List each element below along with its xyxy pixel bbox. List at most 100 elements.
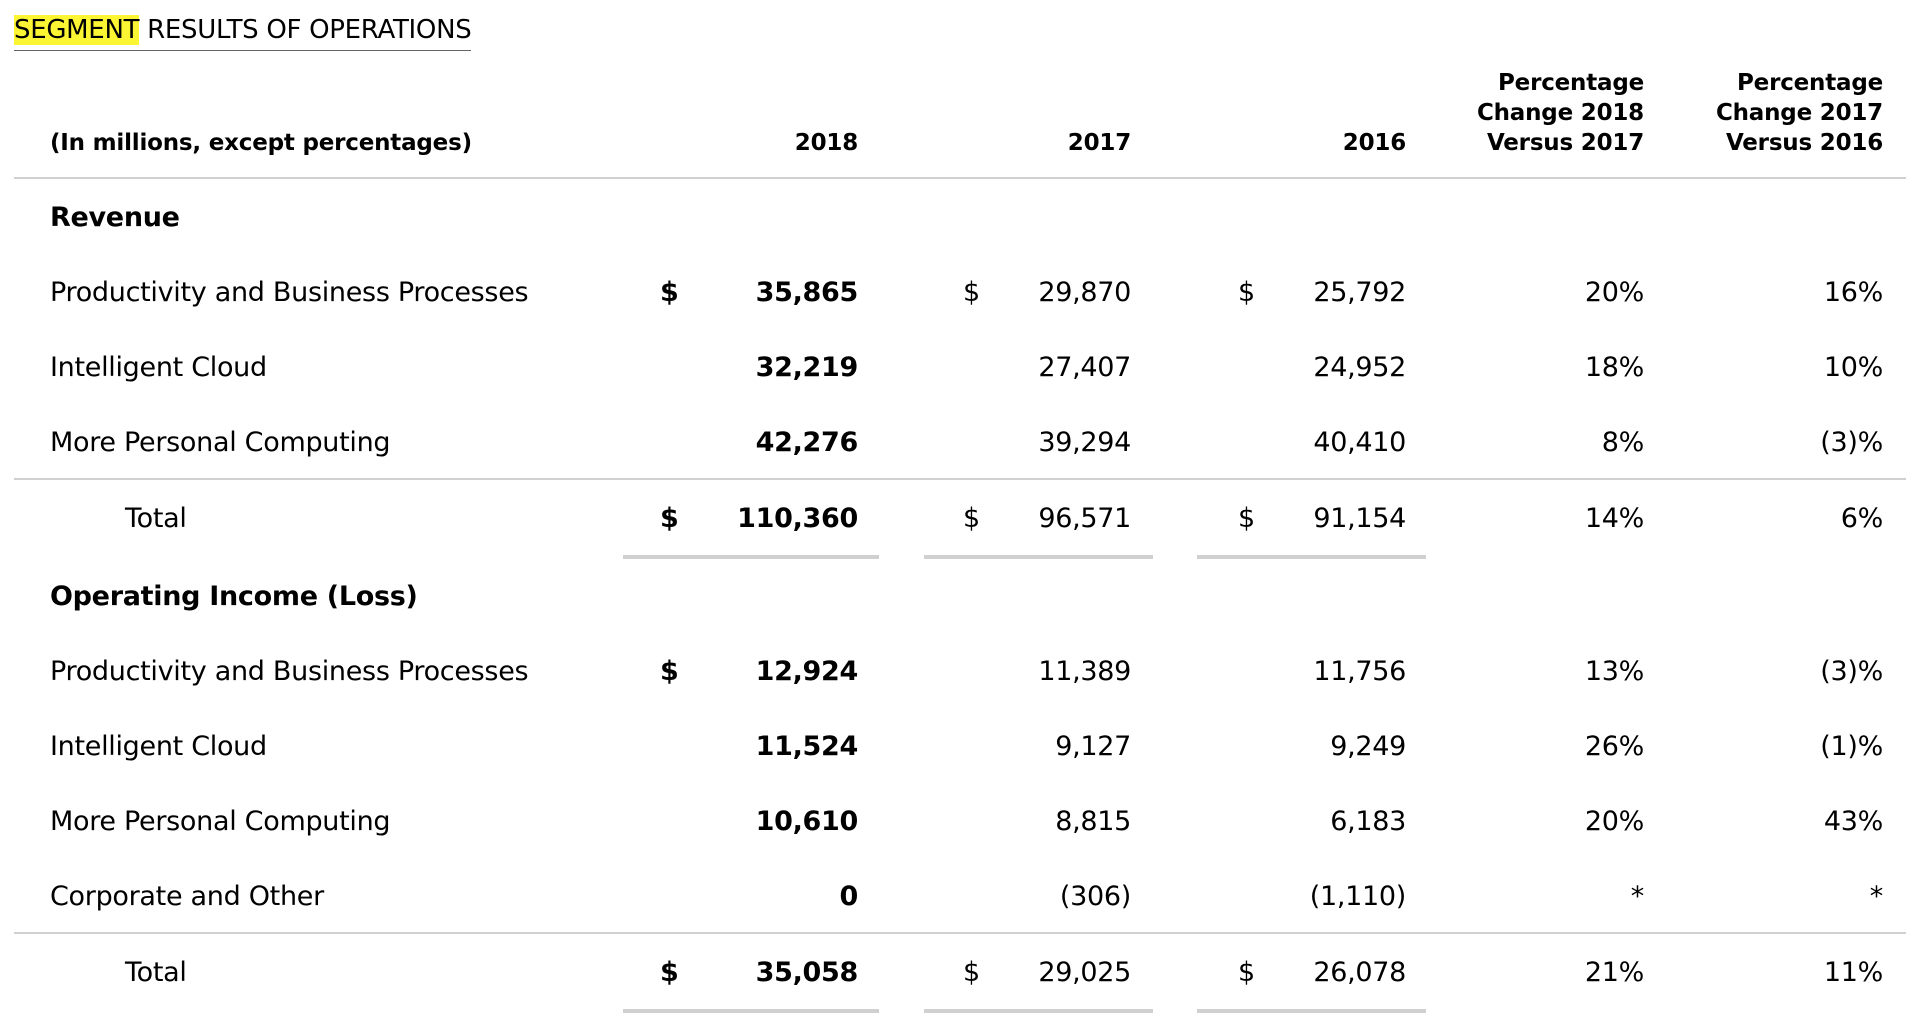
pct-change-2017: 10% [1823,352,1883,383]
table-row: More Personal Computing 42,276 39,294 40… [0,418,1920,468]
header-line: Change 2018 [1476,100,1644,126]
pct-change-2017: * [1869,881,1884,912]
value-2018: 42,276 [755,427,859,458]
column-header-2016: 2016 [1342,130,1406,156]
row-divider [14,932,1906,934]
units-header: (In millions, except percentages) [50,130,472,156]
value-2016: 6,183 [1330,806,1406,837]
value-2017: 8,815 [1055,806,1131,837]
column-header-pct-change-2017: Percentage Change 2017 Versus 2016 [1716,68,1883,158]
header-line: Versus 2016 [1725,130,1883,156]
section-header-operating-income: Operating Income (Loss) [0,572,1920,622]
pct-change-2017: (3)% [1820,656,1883,687]
value-2017: 29,025 [1038,957,1131,988]
value-2016: 24,952 [1313,352,1406,383]
currency-symbol: $ [1238,957,1255,988]
value-2017: (306) [1059,881,1131,912]
value-2017: 96,571 [1038,503,1131,534]
header-line: Percentage [1737,70,1883,96]
total-row: Total $ 110,360 $ 96,571 $ 91,154 14% 6% [0,494,1920,544]
page-title: SEGMENT RESULTS OF OPERATIONS [14,10,472,51]
total-underline [924,1009,1153,1013]
value-2016: 40,410 [1313,427,1406,458]
pct-change-2018: 21% [1584,957,1644,988]
currency-symbol: $ [660,503,679,534]
value-2017: 27,407 [1038,352,1131,383]
section-title: Operating Income (Loss) [50,581,418,612]
currency-symbol: $ [963,277,980,308]
pct-change-2018: 26% [1584,731,1644,762]
pct-change-2018: 13% [1584,656,1644,687]
row-label: More Personal Computing [50,806,391,837]
table-row: Intelligent Cloud 32,219 27,407 24,952 1… [0,343,1920,393]
row-label: Corporate and Other [50,881,324,912]
header-line: Change 2017 [1715,100,1883,126]
total-underline [623,1009,879,1013]
row-divider [14,478,1906,480]
column-header-pct-change-2018: Percentage Change 2018 Versus 2017 [1477,68,1644,158]
total-underline [1197,555,1426,559]
pct-change-2017: 43% [1823,806,1883,837]
value-2018: 110,360 [737,503,858,534]
row-label: Productivity and Business Processes [50,656,529,687]
pct-change-2017: 16% [1823,277,1883,308]
value-2018: 35,865 [755,277,859,308]
currency-symbol: $ [660,656,679,687]
table-row: Intelligent Cloud 11,524 9,127 9,249 26%… [0,722,1920,772]
value-2018: 35,058 [755,957,859,988]
header-line: Percentage [1498,70,1644,96]
row-label: Total [125,503,187,534]
currency-symbol: $ [660,277,679,308]
total-underline [1197,1009,1426,1013]
table-row: Corporate and Other 0 (306) (1,110) * * [0,872,1920,922]
pct-change-2017: (3)% [1820,427,1883,458]
value-2018: 32,219 [755,352,859,383]
value-2017: 29,870 [1038,277,1131,308]
total-underline [623,555,879,559]
currency-symbol: $ [1238,277,1255,308]
pct-change-2017: 6% [1840,503,1884,534]
page-title-rest: RESULTS OF OPERATIONS [139,15,472,45]
value-2018: 11,524 [755,731,859,762]
pct-change-2018: 8% [1601,427,1645,458]
highlighted-word: SEGMENT [14,15,140,45]
total-underline [924,555,1153,559]
value-2016: 25,792 [1313,277,1406,308]
value-2018: 10,610 [755,806,859,837]
row-label: More Personal Computing [50,427,391,458]
currency-symbol: $ [660,957,679,988]
currency-symbol: $ [963,503,980,534]
value-2018: 12,924 [755,656,859,687]
table-row: More Personal Computing 10,610 8,815 6,1… [0,797,1920,847]
pct-change-2018: 20% [1584,277,1644,308]
header-divider [14,177,1906,179]
value-2016: 9,249 [1330,731,1406,762]
row-label: Intelligent Cloud [50,352,267,383]
pct-change-2018: * [1630,881,1645,912]
pct-change-2017: (1)% [1820,731,1883,762]
value-2017: 39,294 [1038,427,1131,458]
value-2018: 0 [839,881,859,912]
value-2016: (1,110) [1309,881,1407,912]
value-2016: 26,078 [1313,957,1406,988]
currency-symbol: $ [963,957,980,988]
section-title: Revenue [50,202,180,233]
pct-change-2018: 20% [1584,806,1644,837]
value-2017: 11,389 [1038,656,1131,687]
currency-symbol: $ [1238,503,1255,534]
value-2017: 9,127 [1055,731,1131,762]
column-header-2018: 2018 [794,130,858,156]
column-header-2017: 2017 [1067,130,1131,156]
pct-change-2018: 14% [1584,503,1644,534]
row-label: Intelligent Cloud [50,731,267,762]
header-line: Versus 2017 [1486,130,1644,156]
row-label: Total [125,957,187,988]
table-row: Productivity and Business Processes $ 35… [0,268,1920,318]
pct-change-2017: 11% [1823,957,1883,988]
value-2016: 91,154 [1313,503,1406,534]
total-row: Total $ 35,058 $ 29,025 $ 26,078 21% 11% [0,948,1920,998]
pct-change-2018: 18% [1584,352,1644,383]
section-header-revenue: Revenue [0,193,1920,243]
value-2016: 11,756 [1313,656,1406,687]
row-label: Productivity and Business Processes [50,277,529,308]
